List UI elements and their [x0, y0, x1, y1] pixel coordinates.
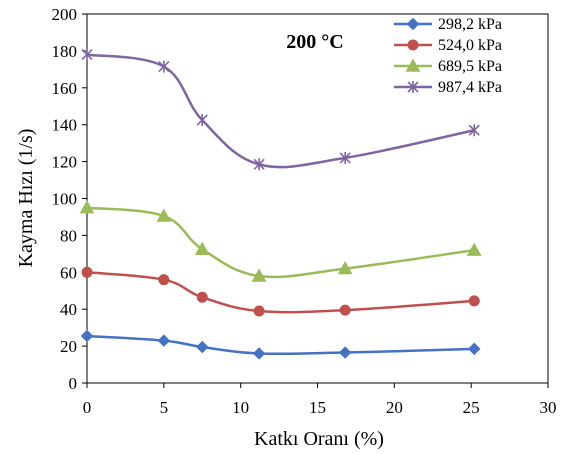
data-point: [156, 208, 172, 222]
series-1: [80, 329, 481, 360]
legend-label: 298,2 kPa: [438, 16, 502, 33]
legend-item: 298,2 kPa: [394, 16, 502, 33]
data-point: [79, 200, 95, 214]
y-tick-label: 0: [69, 374, 78, 393]
data-point: [80, 329, 94, 343]
data-point: [338, 346, 352, 359]
data-point: [157, 334, 171, 347]
legend-marker: [407, 39, 419, 51]
x-tick-label: 0: [83, 398, 92, 417]
data-point: [194, 241, 210, 255]
x-tick-label: 15: [309, 398, 326, 417]
data-point: [196, 291, 208, 303]
y-tick-label: 200: [52, 5, 78, 24]
legend-item: 987,4 kPa: [394, 79, 502, 96]
data-point: [158, 274, 170, 286]
chart-annotation: 200 °C: [286, 31, 343, 53]
data-point: [81, 266, 93, 278]
x-tick-label: 30: [540, 398, 557, 417]
data-point: [253, 305, 265, 317]
y-tick-label: 120: [52, 153, 78, 172]
data-point: [339, 151, 351, 164]
x-tick-label: 10: [232, 398, 249, 417]
y-tick-label: 100: [52, 190, 78, 209]
chart-series: [79, 48, 482, 360]
series-line: [86, 206, 475, 279]
series-2: [81, 266, 480, 317]
data-point: [468, 124, 480, 137]
x-axis-title: Katkı Oranı (%): [254, 428, 384, 450]
data-point: [252, 347, 266, 360]
legend-marker: [407, 81, 419, 93]
legend-label: 987,4 kPa: [438, 79, 502, 96]
data-point: [466, 242, 482, 256]
data-point: [337, 261, 353, 275]
y-tick-label: 160: [52, 79, 78, 98]
y-tick-label: 140: [52, 116, 78, 135]
chart-legend: 298,2 kPa 524,0 kPa 689,5 kPa 987,4 kPa: [394, 16, 502, 96]
y-axis-title: Kayma Hızı (1/s): [15, 129, 37, 268]
series-line: [86, 271, 475, 314]
data-point: [468, 295, 480, 307]
legend-label: 689,5 kPa: [438, 58, 502, 75]
data-point: [253, 158, 265, 171]
y-tick-label: 20: [60, 337, 77, 356]
data-point: [81, 48, 93, 61]
legend-marker: [406, 17, 420, 31]
series-4: [81, 48, 480, 171]
series-line: [86, 334, 475, 356]
data-point: [339, 304, 351, 316]
data-point: [196, 114, 208, 127]
y-tick-label: 40: [60, 300, 77, 319]
legend-marker: [405, 58, 421, 72]
legend-item: 524,0 kPa: [394, 37, 502, 54]
legend-label: 524,0 kPa: [438, 37, 502, 54]
chart-axes: 0 20 40 60 80 100 120 140 160 180 200 0 5 10 15 20 25 30: [52, 5, 557, 417]
data-point: [196, 340, 209, 354]
data-point: [158, 60, 170, 73]
y-tick-label: 80: [60, 226, 77, 245]
data-point: [251, 268, 267, 282]
y-tick-label: 60: [60, 263, 77, 282]
x-tick-label: 20: [386, 398, 403, 417]
series-3: [79, 200, 482, 282]
legend-item: 689,5 kPa: [394, 58, 502, 75]
data-point: [468, 342, 481, 356]
y-tick-label: 180: [52, 42, 78, 61]
x-tick-label: 25: [463, 398, 480, 417]
x-tick-label: 5: [160, 398, 169, 417]
